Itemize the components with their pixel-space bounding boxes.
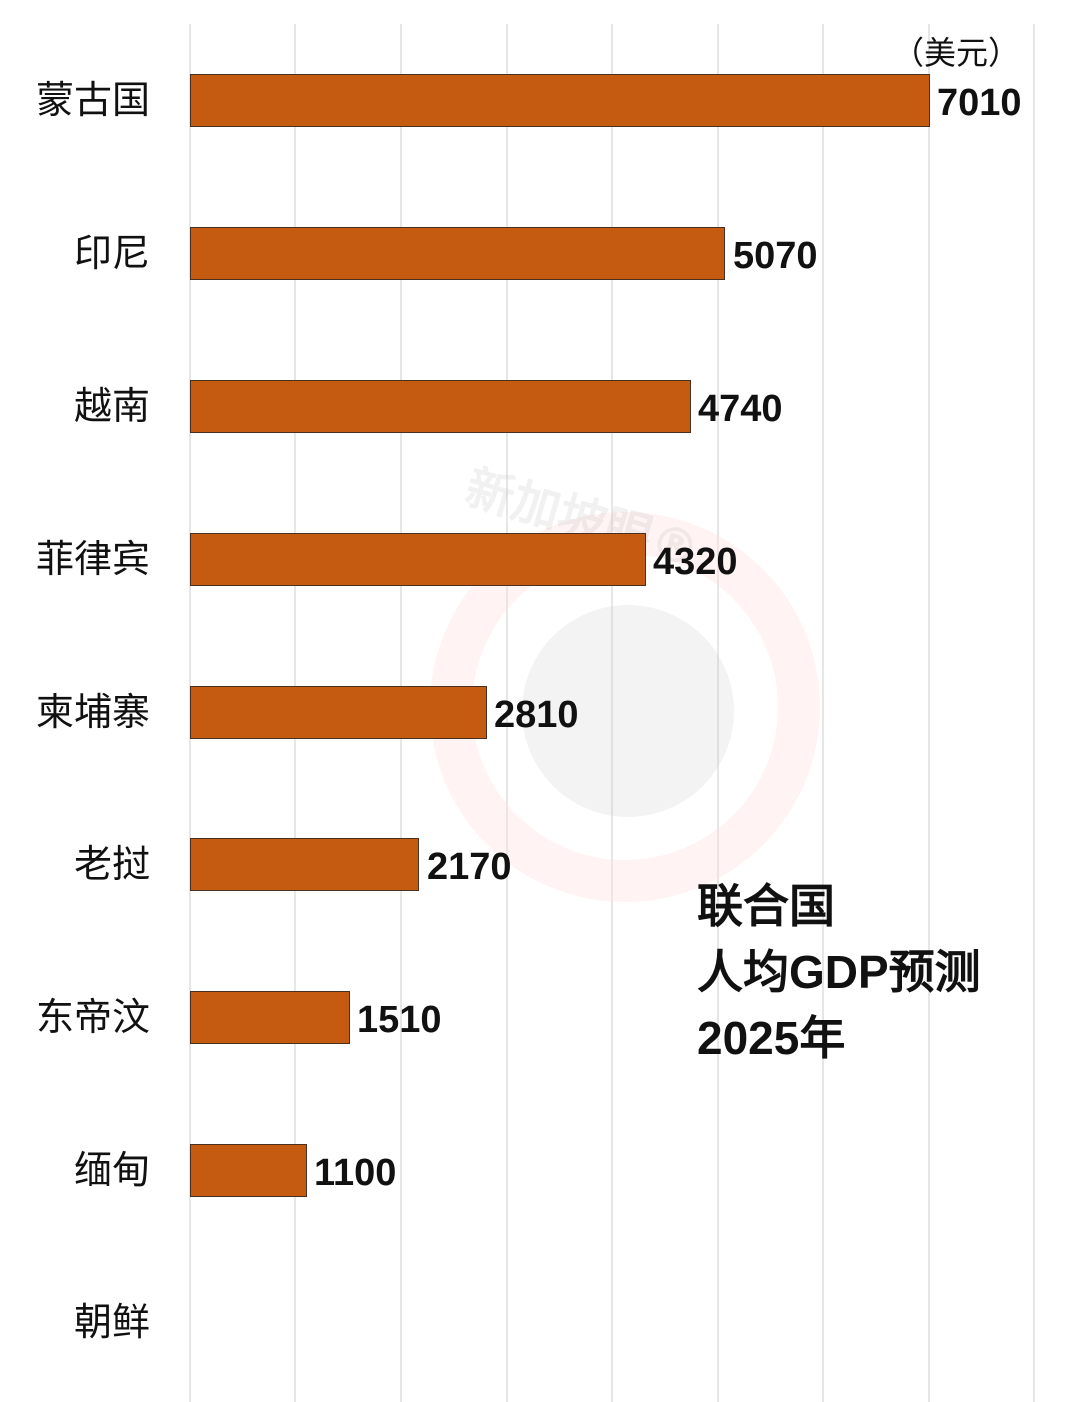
category-label: 老挝 — [73, 842, 150, 886]
value-label: 1510 — [357, 999, 442, 1041]
bar — [190, 227, 725, 280]
gridline — [1033, 24, 1035, 1402]
gridline — [506, 24, 508, 1402]
category-label: 朝鲜 — [73, 1300, 150, 1344]
chart-title-line: 2025年 — [697, 1012, 846, 1064]
chart-title: 联合国 人均GDP预测 2025年 — [697, 873, 981, 1071]
gridline — [717, 24, 719, 1402]
value-label: 1100 — [314, 1152, 397, 1194]
bar — [190, 838, 419, 891]
value-label: 5070 — [733, 235, 818, 277]
gridline — [928, 24, 930, 1402]
chart-title-line: 人均GDP预测 — [697, 946, 981, 998]
category-label: 缅甸 — [73, 1148, 150, 1192]
bar — [190, 533, 646, 586]
category-label: 菲律宾 — [35, 537, 150, 581]
bar — [190, 380, 691, 433]
category-label: 印尼 — [73, 231, 150, 275]
bar — [190, 74, 930, 127]
value-label: 2810 — [494, 694, 579, 736]
category-label: 越南 — [73, 384, 150, 428]
unit-label: （美元） — [892, 34, 1021, 72]
category-label: 柬埔寨 — [35, 690, 150, 734]
gridline — [611, 24, 613, 1402]
value-label: 4320 — [653, 541, 738, 583]
bar — [190, 991, 350, 1044]
category-label: 东帝汶 — [35, 995, 150, 1039]
value-label: 4740 — [698, 388, 783, 430]
value-label: 2170 — [427, 846, 512, 888]
gridline — [822, 24, 824, 1402]
category-label: 蒙古国 — [35, 78, 150, 122]
value-label: 7010 — [937, 82, 1022, 124]
bar — [190, 1144, 307, 1197]
bar — [190, 686, 487, 739]
chart-title-line: 联合国 — [697, 880, 835, 932]
